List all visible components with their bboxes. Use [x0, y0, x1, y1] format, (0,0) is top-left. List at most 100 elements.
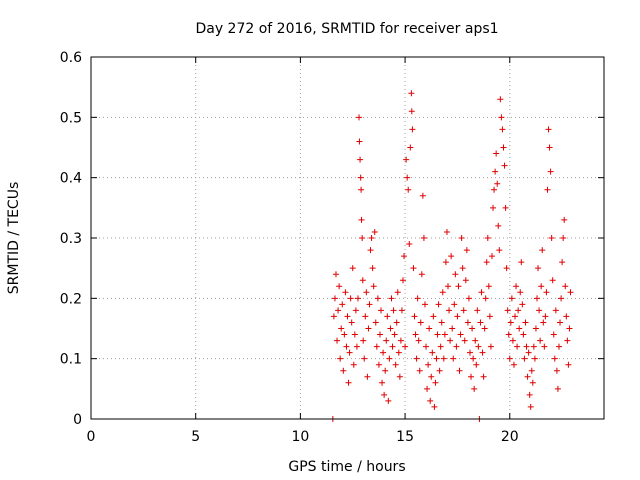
data-point — [344, 313, 351, 320]
data-point — [335, 307, 342, 314]
data-point — [519, 301, 526, 308]
data-point — [549, 277, 556, 284]
data-point — [356, 114, 363, 121]
data-point — [453, 343, 460, 350]
data-point — [538, 283, 545, 290]
data-point — [389, 343, 396, 350]
x-tick-label: 0 — [87, 429, 96, 445]
data-point — [497, 96, 504, 103]
data-point — [492, 168, 499, 175]
data-point — [561, 216, 568, 223]
y-axis-ticks: 0 0.1 0.2 0.3 0.4 0.5 0.6 — [60, 50, 604, 428]
data-point — [343, 343, 350, 350]
data-point — [540, 319, 547, 326]
data-point — [368, 235, 375, 241]
data-point — [526, 391, 533, 398]
data-point — [554, 385, 561, 392]
x-tick-label: 10 — [291, 429, 309, 445]
data-point — [437, 343, 444, 350]
data-point — [439, 289, 446, 296]
data-point — [458, 235, 465, 241]
data-point — [447, 337, 454, 344]
data-point — [336, 283, 343, 290]
data-point — [372, 319, 379, 326]
data-point — [462, 277, 469, 284]
data-point — [469, 325, 476, 332]
data-point — [350, 361, 357, 368]
data-point — [455, 283, 462, 290]
data-point — [562, 283, 569, 290]
data-point — [337, 355, 344, 362]
data-point — [474, 307, 481, 314]
y-tick-label: 0.3 — [60, 231, 82, 247]
y-axis-label: SRMTID / TECUs — [6, 182, 22, 295]
data-point — [443, 228, 450, 235]
data-point — [402, 343, 409, 350]
data-point — [334, 337, 341, 344]
y-tick-label: 0.5 — [60, 110, 82, 126]
data-point — [508, 295, 515, 302]
data-point — [499, 126, 506, 133]
data-point — [394, 289, 401, 296]
data-point — [503, 265, 510, 272]
data-point — [546, 144, 553, 151]
data-point — [481, 325, 488, 332]
data-point — [386, 355, 393, 362]
data-point — [487, 343, 494, 350]
data-point — [500, 144, 507, 151]
data-point — [330, 313, 337, 320]
grid-lines — [91, 57, 604, 419]
x-tick-label: 20 — [501, 429, 519, 445]
data-point — [354, 295, 361, 302]
data-point — [366, 301, 373, 308]
data-point — [527, 403, 534, 410]
chart-title: Day 272 of 2016, SRMTID for receiver aps… — [195, 21, 498, 37]
data-point — [418, 271, 425, 278]
data-point — [441, 331, 448, 338]
data-point — [442, 259, 449, 266]
data-point — [505, 331, 512, 338]
data-point — [358, 186, 365, 193]
data-point — [438, 319, 445, 326]
data-point — [468, 373, 475, 380]
data-point — [461, 337, 468, 344]
data-point — [515, 307, 522, 314]
data-point — [548, 235, 555, 241]
data-point — [339, 301, 346, 308]
data-point — [525, 349, 532, 356]
data-point — [351, 331, 358, 338]
data-point — [407, 144, 414, 151]
data-point — [340, 367, 347, 374]
data-point — [528, 367, 535, 374]
data-point — [452, 271, 459, 278]
data-point — [356, 138, 363, 145]
data-point — [446, 307, 453, 314]
data-point — [472, 337, 479, 344]
data-point — [451, 301, 458, 308]
data-point — [359, 277, 366, 284]
data-point — [370, 283, 377, 290]
data-point — [353, 343, 360, 350]
data-point — [448, 253, 455, 260]
data-point — [565, 361, 572, 368]
data-point — [416, 367, 423, 374]
data-point — [373, 343, 380, 350]
data-point — [408, 108, 415, 115]
data-point — [532, 325, 539, 332]
data-point — [512, 313, 519, 320]
x-tick-label: 5 — [191, 429, 200, 445]
data-point — [494, 180, 501, 187]
data-point — [415, 337, 422, 344]
data-point — [360, 337, 367, 344]
data-point — [413, 355, 420, 362]
data-point — [393, 319, 400, 326]
data-point — [380, 349, 387, 356]
data-point — [419, 192, 426, 199]
data-point — [417, 319, 424, 326]
data-point — [551, 355, 558, 362]
data-point — [541, 343, 548, 350]
data-point — [352, 307, 359, 314]
data-point — [359, 235, 366, 241]
data-point — [445, 283, 452, 290]
